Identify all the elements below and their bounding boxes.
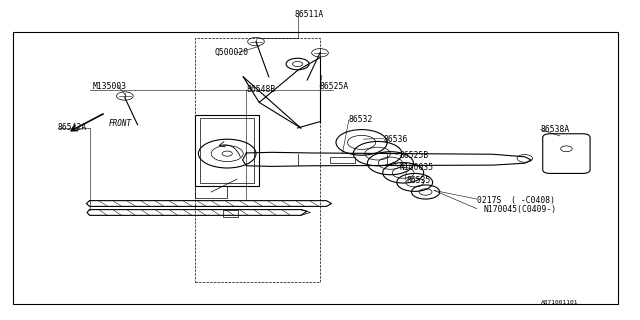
Text: 86538A: 86538A [541, 125, 570, 134]
Text: N100035: N100035 [400, 164, 434, 172]
Bar [200, 118, 254, 183]
Text: A871001101: A871001101 [541, 300, 579, 305]
Text: 86536: 86536 [384, 135, 408, 144]
Bar [223, 210, 238, 217]
Text: 86535: 86535 [406, 176, 431, 185]
Text: 86542A: 86542A [58, 124, 87, 132]
Text: 86525A: 86525A [320, 82, 349, 91]
Text: 86548B: 86548B [246, 85, 276, 94]
Bar [195, 115, 259, 186]
Text: 86532: 86532 [349, 116, 373, 124]
Text: 0217S  ( -C0408): 0217S ( -C0408) [477, 196, 555, 204]
Text: 86511A: 86511A [294, 10, 324, 19]
Text: 86525B: 86525B [400, 151, 429, 160]
Bar [330, 157, 355, 163]
Text: Q500020: Q500020 [214, 48, 248, 57]
Bar [195, 38, 320, 282]
Bar [195, 186, 227, 198]
Text: M135003: M135003 [93, 82, 127, 91]
Bar [13, 32, 618, 304]
Text: FRONT: FRONT [109, 119, 132, 128]
Text: N170045(C0409-): N170045(C0409-) [483, 205, 556, 214]
